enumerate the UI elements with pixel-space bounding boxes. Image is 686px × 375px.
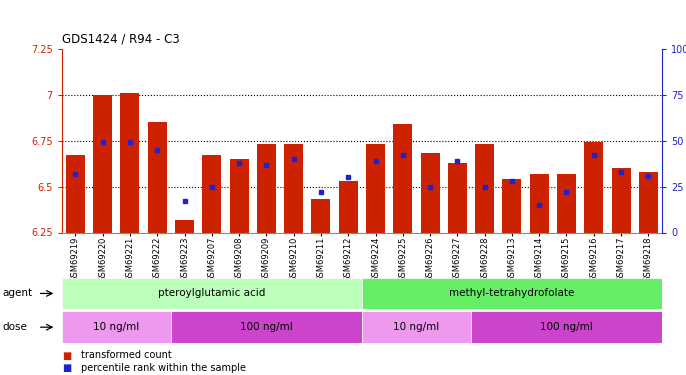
- Text: 100 ng/ml: 100 ng/ml: [240, 322, 293, 332]
- Text: percentile rank within the sample: percentile rank within the sample: [81, 363, 246, 373]
- Text: agent: agent: [2, 288, 32, 298]
- Bar: [62, 311, 171, 343]
- Text: 10 ng/ml: 10 ng/ml: [93, 322, 139, 332]
- Bar: [66, 155, 85, 232]
- Bar: [421, 153, 440, 232]
- Text: 100 ng/ml: 100 ng/ml: [540, 322, 593, 332]
- Bar: [339, 181, 358, 232]
- Bar: [175, 220, 194, 232]
- Bar: [121, 93, 139, 232]
- Text: pteroylglutamic acid: pteroylglutamic acid: [158, 288, 265, 298]
- Bar: [311, 200, 331, 232]
- Bar: [171, 311, 362, 343]
- Bar: [584, 142, 603, 232]
- Bar: [93, 95, 113, 232]
- Bar: [475, 144, 494, 232]
- Text: ■: ■: [62, 351, 71, 360]
- Bar: [557, 174, 576, 232]
- Bar: [202, 155, 222, 232]
- Bar: [448, 163, 467, 232]
- Bar: [530, 174, 549, 232]
- Bar: [230, 159, 248, 232]
- Text: dose: dose: [2, 322, 27, 332]
- Bar: [62, 278, 362, 309]
- Text: transformed count: transformed count: [81, 351, 172, 360]
- Bar: [639, 172, 658, 232]
- Bar: [284, 144, 303, 232]
- Bar: [362, 311, 471, 343]
- Bar: [611, 168, 630, 232]
- Bar: [366, 144, 385, 232]
- Bar: [502, 179, 521, 232]
- Text: GDS1424 / R94 - C3: GDS1424 / R94 - C3: [62, 32, 180, 45]
- Bar: [362, 278, 662, 309]
- Text: ■: ■: [62, 363, 71, 373]
- Bar: [471, 311, 662, 343]
- Text: methyl-tetrahydrofolate: methyl-tetrahydrofolate: [449, 288, 575, 298]
- Bar: [147, 122, 167, 232]
- Bar: [257, 144, 276, 232]
- Bar: [393, 124, 412, 232]
- Text: 10 ng/ml: 10 ng/ml: [393, 322, 440, 332]
